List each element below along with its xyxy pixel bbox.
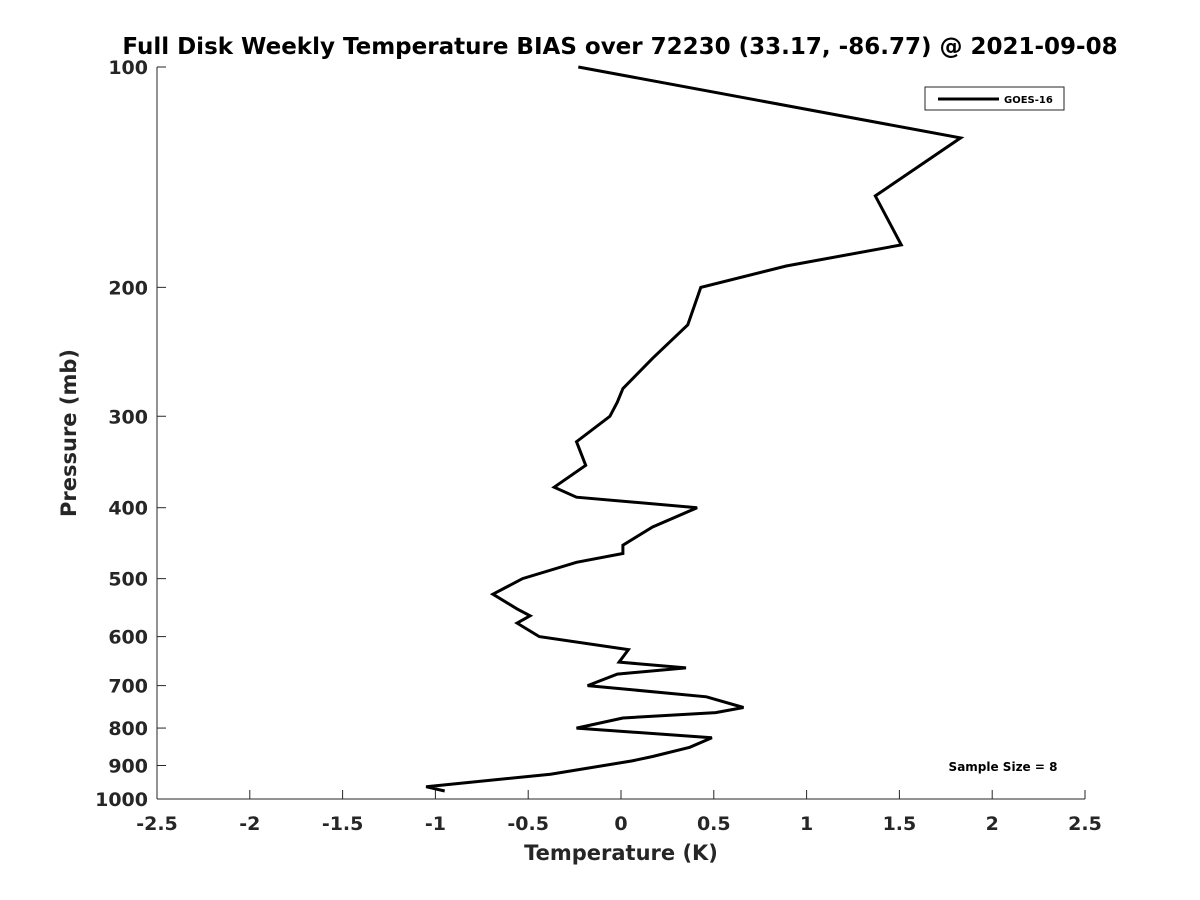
y-axis-label: Pressure (mb) xyxy=(57,349,81,517)
x-axis-label: Temperature (K) xyxy=(524,841,718,865)
x-tick-label: 2 xyxy=(986,813,999,835)
y-tick-label: 1000 xyxy=(95,789,148,811)
sample-size-annotation: Sample Size = 8 xyxy=(949,760,1058,774)
x-tick-label: -2 xyxy=(239,813,260,835)
x-tick-label: 1 xyxy=(800,813,813,835)
x-tick-label: -0.5 xyxy=(507,813,549,835)
x-tick-label: 2.5 xyxy=(1068,813,1102,835)
y-tick-label: 400 xyxy=(108,498,148,520)
y-tick-label: 700 xyxy=(108,676,148,698)
x-tick-label: 1.5 xyxy=(883,813,917,835)
y-tick-label: 200 xyxy=(108,277,148,299)
y-tick-label: 600 xyxy=(108,627,148,649)
y-tick-label: 300 xyxy=(108,406,148,428)
series-line-goes-16 xyxy=(425,65,965,793)
x-tick-label: 0.5 xyxy=(697,813,731,835)
y-tick-label: 800 xyxy=(108,718,148,740)
y-tick-label: 100 xyxy=(108,57,148,79)
y-tick-label: 900 xyxy=(108,756,148,778)
legend: GOES-16 xyxy=(924,86,1065,111)
x-tick-label: -1 xyxy=(425,813,446,835)
plot-area xyxy=(157,67,1085,799)
legend-label-goes-16: GOES-16 xyxy=(1004,95,1053,106)
x-tick-label: -1.5 xyxy=(322,813,364,835)
y-tick-label: 500 xyxy=(108,569,148,591)
axis-ticks: -2.5 -2 -1.5 -1 -0.5 0 0.5 1 1.5 2 2.5 100 200 300 400… xyxy=(95,57,1102,835)
x-tick-label: 0 xyxy=(614,813,627,835)
x-tick-label: -2.5 xyxy=(136,813,178,835)
chart-title: Full Disk Weekly Temperature BIAS over 7… xyxy=(122,34,1117,60)
